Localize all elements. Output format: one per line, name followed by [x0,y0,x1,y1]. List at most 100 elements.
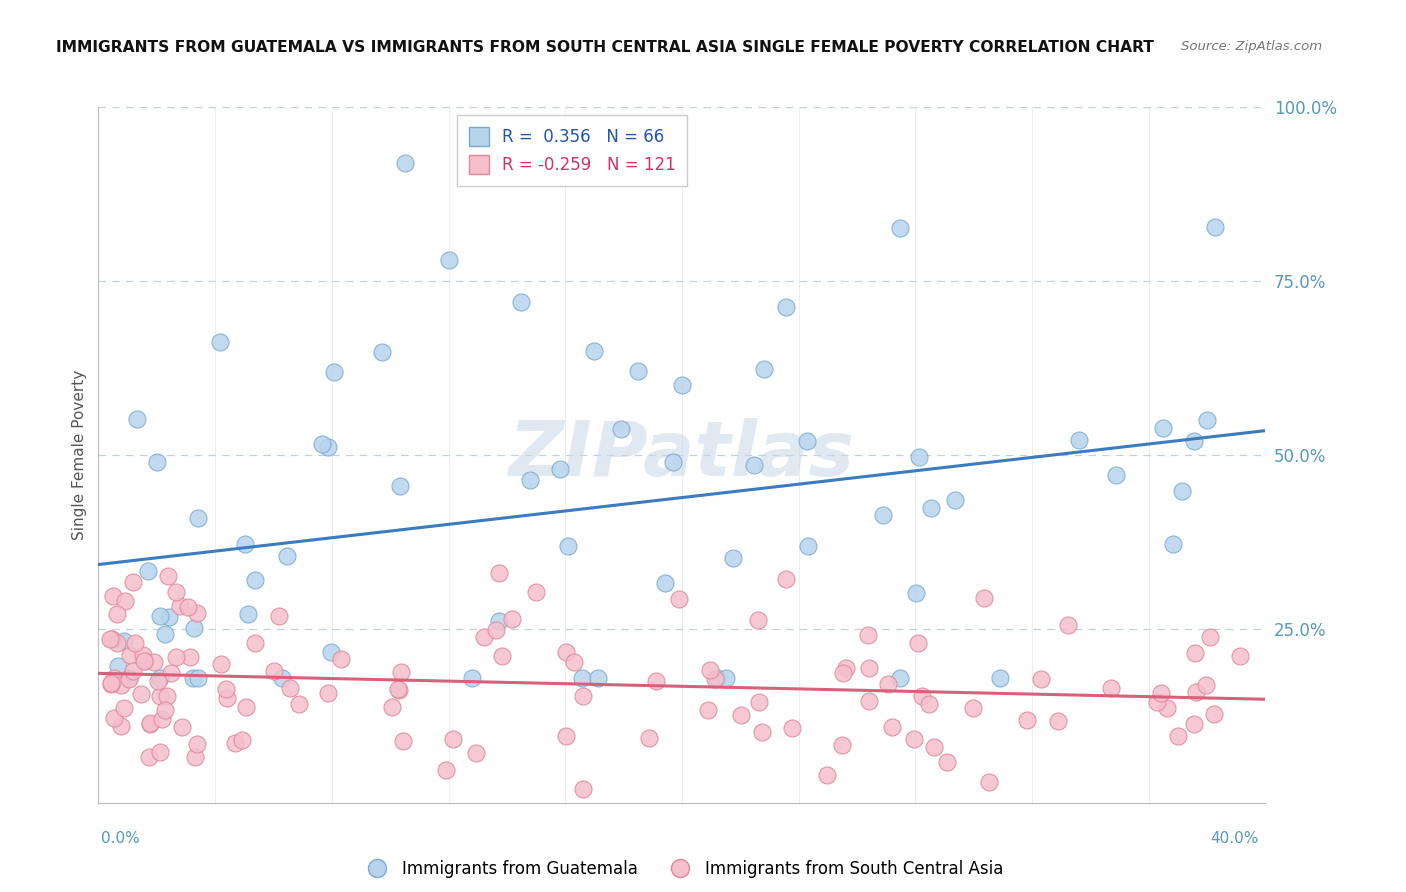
Point [270,671,292,685]
Point [114,594,136,608]
Point [858,661,880,675]
Point [562,655,585,669]
Point [105,607,128,621]
Point [905,586,928,600]
Point [311,436,333,450]
Point [920,500,942,515]
Point [662,455,685,469]
Point [571,689,593,703]
Point [187,671,209,685]
Point [572,781,595,796]
Point [263,664,285,678]
Point [120,648,142,663]
Point [153,703,176,717]
Point [142,655,165,669]
Point [231,732,253,747]
Point [610,422,633,436]
Point [150,712,173,726]
Point [437,253,460,268]
Point [472,630,495,644]
Point [796,434,818,448]
Y-axis label: Single Female Poverty: Single Female Poverty [72,370,87,540]
Point [742,458,765,473]
Point [671,378,693,392]
Point [510,294,533,309]
Point [1152,421,1174,435]
Point [149,745,172,759]
Point [645,674,668,689]
Point [1202,707,1225,722]
Point [882,720,904,734]
Point [872,508,894,522]
Text: ZIPatlas: ZIPatlas [509,418,855,491]
Point [387,682,409,697]
Point [179,650,201,665]
Text: 40.0%: 40.0% [1211,831,1258,847]
Point [134,654,156,668]
Point [183,621,205,635]
Point [943,492,966,507]
Point [129,687,152,701]
Point [100,675,122,690]
Point [1198,630,1220,644]
Point [832,665,855,680]
Point [110,719,132,733]
Point [209,657,232,671]
Point [434,763,457,777]
Point [441,732,464,747]
Point [100,676,122,690]
Point [322,365,344,379]
Point [557,539,579,553]
Point [1229,648,1251,663]
Point [1161,537,1184,551]
Point [524,585,547,599]
Point [730,707,752,722]
Point [554,729,576,743]
Point [775,301,797,315]
Point [288,697,311,711]
Point [858,628,880,642]
Point [704,673,727,687]
Point [330,652,353,666]
Point [637,731,659,745]
Point [1195,677,1218,691]
Point [908,450,931,465]
Point [132,654,155,668]
Point [699,664,721,678]
Point [747,613,769,627]
Point [394,155,416,169]
Point [103,671,125,685]
Point [911,689,934,703]
Point [1057,617,1080,632]
Point [1197,413,1219,427]
Point [858,694,880,708]
Point [101,589,124,603]
Point [186,606,208,620]
Point [101,632,124,646]
Point [903,731,925,746]
Point [165,584,187,599]
Point [831,738,853,752]
Point [1146,695,1168,709]
Point [1184,646,1206,660]
Point [1185,684,1208,698]
Point [922,740,945,755]
Point [1046,714,1069,728]
Point [156,569,179,583]
Point [706,671,728,685]
Point [1067,434,1090,448]
Point [389,479,412,493]
Point [170,720,193,734]
Point [907,635,929,649]
Point [936,755,959,769]
Point [752,362,775,376]
Text: IMMIGRANTS FROM GUATEMALA VS IMMIGRANTS FROM SOUTH CENTRAL ASIA SINGLE FEMALE PO: IMMIGRANTS FROM GUATEMALA VS IMMIGRANTS … [56,40,1154,55]
Text: Source: ZipAtlas.com: Source: ZipAtlas.com [1181,40,1322,54]
Point [988,671,1011,685]
Point [668,592,690,607]
Point [519,473,541,487]
Point [583,343,606,358]
Point [1182,434,1205,449]
Point [125,412,148,426]
Point [835,661,858,675]
